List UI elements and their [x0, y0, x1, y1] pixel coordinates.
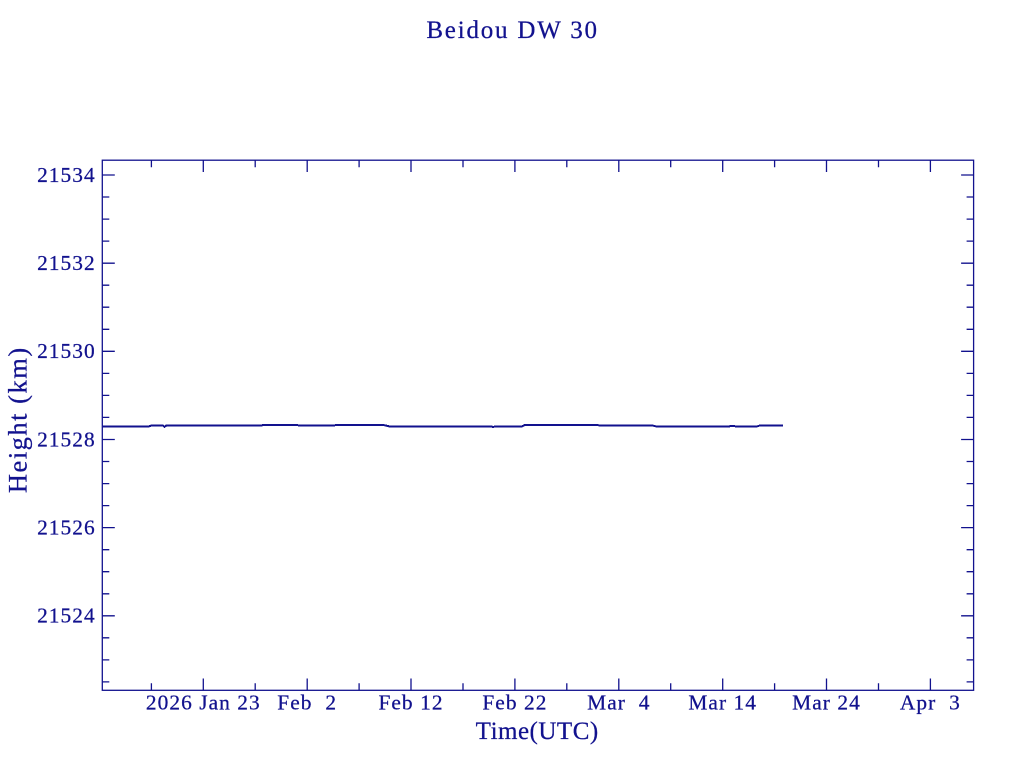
svg-text:Mar 24: Mar 24 [792, 690, 861, 714]
svg-text:21534: 21534 [37, 163, 96, 187]
svg-text:Mar 14: Mar 14 [688, 690, 757, 714]
svg-text:Beidou DW 30: Beidou DW 30 [426, 17, 599, 44]
svg-text:Mar 4: Mar 4 [587, 690, 650, 714]
svg-text:Height (km): Height (km) [3, 346, 33, 493]
svg-text:Apr 3: Apr 3 [900, 690, 961, 714]
svg-text:Feb 2: Feb 2 [277, 690, 337, 714]
svg-text:Feb 12: Feb 12 [378, 690, 443, 714]
svg-text:21532: 21532 [37, 251, 96, 275]
svg-text:Time(UTC): Time(UTC) [476, 718, 599, 745]
svg-text:Feb 22: Feb 22 [482, 690, 547, 714]
svg-text:21530: 21530 [37, 339, 96, 363]
svg-text:21526: 21526 [37, 515, 96, 539]
svg-text:21528: 21528 [37, 427, 96, 451]
svg-text:21524: 21524 [37, 604, 96, 628]
svg-text:2026 Jan 23: 2026 Jan 23 [146, 690, 261, 714]
